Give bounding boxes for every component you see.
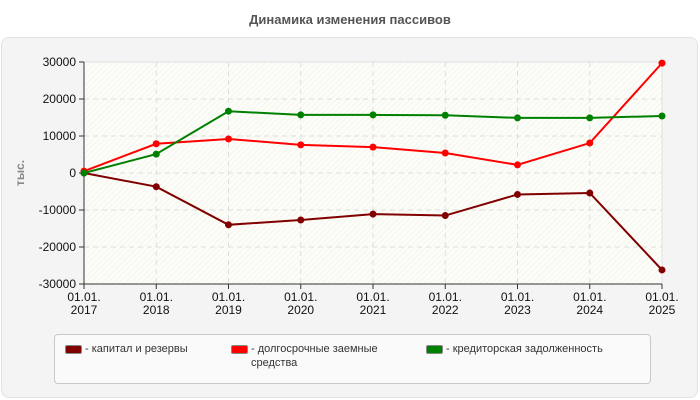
legend-label: - долгосрочные заемные средства xyxy=(251,343,378,369)
data-point[interactable] xyxy=(514,114,521,122)
x-tick-label: 01.01. xyxy=(212,290,245,304)
data-point[interactable] xyxy=(658,59,666,67)
x-tick-label: 2019 xyxy=(215,303,242,317)
tick-labels: 3000020000100000-10000-20000-3000001.01.… xyxy=(39,55,679,317)
data-point[interactable] xyxy=(297,216,305,224)
x-tick-label: 2021 xyxy=(360,303,387,317)
legend: - капитал и резервы - долгосрочные заемн… xyxy=(54,334,651,384)
x-tick-label: 01.01. xyxy=(429,290,462,304)
data-point[interactable] xyxy=(441,111,449,119)
data-point[interactable] xyxy=(152,150,160,158)
x-tick-label: 01.01. xyxy=(645,290,678,304)
y-tick-label: 20000 xyxy=(43,92,77,106)
x-tick-label: 2017 xyxy=(71,303,98,317)
legend-swatch-payables xyxy=(426,345,443,354)
series-1 xyxy=(80,59,666,175)
y-tick-label: -10000 xyxy=(39,203,77,217)
data-point[interactable] xyxy=(225,135,232,143)
data-point[interactable] xyxy=(658,112,666,120)
x-tick-label: 01.01. xyxy=(140,290,173,304)
data-point[interactable] xyxy=(658,266,666,274)
data-point[interactable] xyxy=(152,183,160,191)
data-point[interactable] xyxy=(369,210,377,218)
x-tick-label: 01.01. xyxy=(284,290,317,304)
legend-swatch-capital xyxy=(65,345,82,354)
chart-title: Динамика изменения пассивов xyxy=(249,12,451,27)
x-tick-label: 01.01. xyxy=(356,290,389,304)
legend-label: - кредиторская задолженность xyxy=(446,343,603,355)
series-lines xyxy=(80,59,666,274)
data-point[interactable] xyxy=(369,111,377,119)
data-point[interactable] xyxy=(152,140,160,148)
data-point[interactable] xyxy=(586,189,594,197)
y-tick-label: 30000 xyxy=(43,55,77,69)
x-tick-label: 2022 xyxy=(432,303,459,317)
gridlines xyxy=(84,61,663,284)
data-point[interactable] xyxy=(514,161,521,169)
data-point[interactable] xyxy=(441,212,449,220)
y-tick-label: -20000 xyxy=(39,240,77,254)
x-tick-label: 2025 xyxy=(649,303,676,317)
data-point[interactable] xyxy=(586,114,594,122)
x-tick-label: 2023 xyxy=(504,303,531,317)
legend-label: - капитал и резервы xyxy=(85,343,188,355)
y-tick-label: 10000 xyxy=(43,129,77,143)
x-tick-label: 01.01. xyxy=(573,290,606,304)
data-point[interactable] xyxy=(514,190,521,198)
data-point[interactable] xyxy=(369,143,377,151)
series-2 xyxy=(80,107,666,177)
data-point[interactable] xyxy=(225,221,232,229)
data-point[interactable] xyxy=(441,149,449,157)
x-tick-label: 2024 xyxy=(576,303,603,317)
x-tick-label: 01.01. xyxy=(67,290,100,304)
y-tick-label: -30000 xyxy=(39,277,77,291)
data-point[interactable] xyxy=(297,141,305,149)
data-point[interactable] xyxy=(586,139,594,147)
y-axis-label: тыс. xyxy=(13,160,27,186)
legend-swatch-long-term-loans xyxy=(231,345,248,354)
x-tick-label: 2018 xyxy=(143,303,170,317)
x-tick-label: 01.01. xyxy=(501,290,534,304)
data-point[interactable] xyxy=(297,111,305,119)
data-point[interactable] xyxy=(225,107,232,115)
data-point[interactable] xyxy=(80,169,88,177)
x-tick-label: 2020 xyxy=(287,303,314,317)
y-tick-label: 0 xyxy=(69,166,76,180)
